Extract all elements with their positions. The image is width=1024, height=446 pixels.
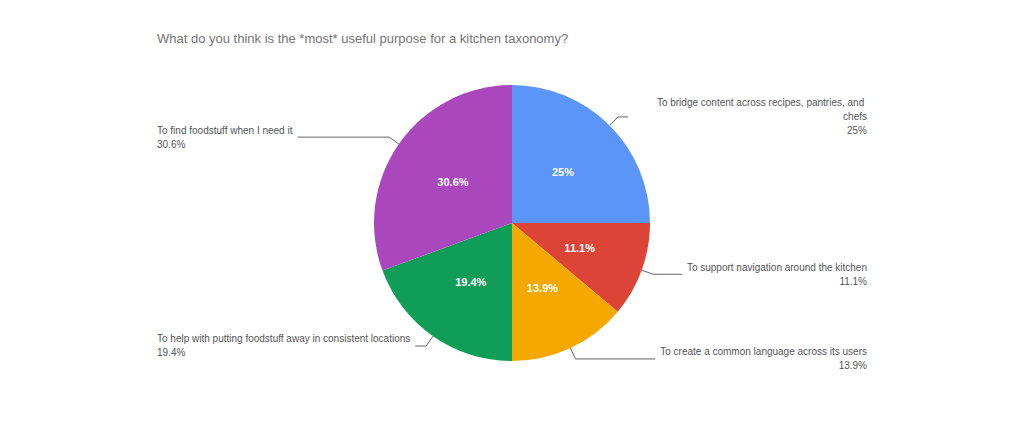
svg-text:To support navigation around t: To support navigation around the kitchen [687, 262, 867, 273]
svg-text:To help with putting foodstuff: To help with putting foodstuff away in c… [157, 333, 410, 344]
svg-text:To bridge content across recip: To bridge content across recipes, pantri… [657, 97, 867, 108]
svg-text:To find foodstuff when I need: To find foodstuff when I need it [157, 125, 293, 136]
svg-text:13.9%: 13.9% [839, 360, 867, 371]
svg-text:25%: 25% [847, 125, 867, 136]
svg-text:30.6%: 30.6% [157, 139, 185, 150]
svg-text:To create a common language ac: To create a common language across its u… [660, 346, 867, 357]
svg-text:What do you think is the *most: What do you think is the *most* useful p… [157, 31, 568, 46]
svg-text:13.9%: 13.9% [527, 282, 558, 294]
svg-text:25%: 25% [552, 166, 574, 178]
svg-text:11.1%: 11.1% [839, 276, 867, 287]
svg-text:chefs: chefs [843, 111, 867, 122]
svg-text:11.1%: 11.1% [564, 242, 595, 254]
svg-text:30.6%: 30.6% [437, 176, 468, 188]
svg-text:19.4%: 19.4% [455, 276, 486, 288]
svg-text:19.4%: 19.4% [157, 347, 185, 358]
